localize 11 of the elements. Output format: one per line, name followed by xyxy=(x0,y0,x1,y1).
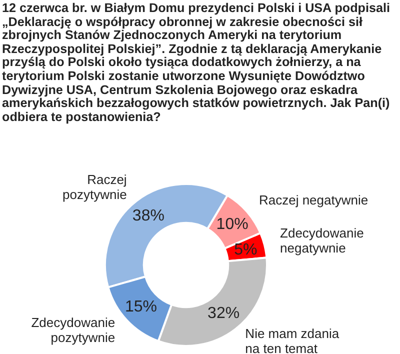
slice-label: Zdecydowanie negatywnie xyxy=(280,225,364,256)
data-label: 10% xyxy=(216,216,248,233)
slice-label: Raczej negatywnie xyxy=(258,192,368,208)
data-label: 38% xyxy=(132,208,164,225)
chart-title: 12 czerwca br. w Białym Domu prezydenci Polski i USA podpisali „Deklarację o współpracy obronnej w zakresie obecności sił zbrojnych Stanów Zjednoczonych Ameryki na terytorium Rzeczypospolitej Polskiej”. Zgodnie z tą deklaracją Amerykanie przyślą do Polski około tysiąca dodatkowych żołnierzy, a na terytorium Polski zostanie utworzone Wysunięte Dowództwo Dywizyjne USA, Centrum Szkolenia Bojowego oraz eskadra amerykańskich bezzałogowych statków powietrznych. Jak Pan(i) odbiera te postanowienia? xyxy=(2,1,390,124)
data-label: 5% xyxy=(234,241,258,258)
slice-label: Zdecydowanie pozytywnie xyxy=(31,315,116,346)
slice-label: Nie mam zdania na ten temat xyxy=(245,326,340,354)
data-label: 15% xyxy=(124,298,157,316)
slice-label: Raczej pozytywnie xyxy=(62,172,127,202)
data-label: 32% xyxy=(208,305,240,322)
